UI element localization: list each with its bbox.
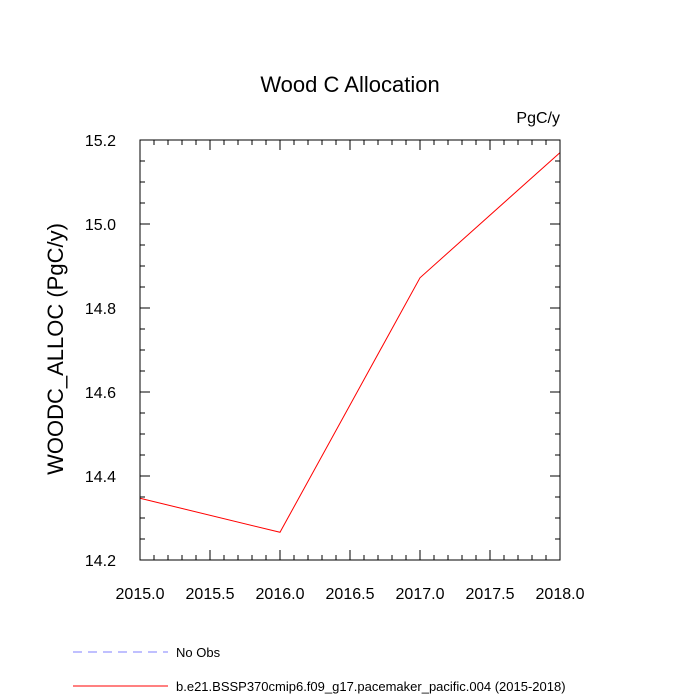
y-tick-label: 14.6 xyxy=(85,385,116,402)
x-tick-label: 2017.5 xyxy=(466,586,515,603)
plot-frame xyxy=(139,139,561,561)
series-line xyxy=(139,152,561,533)
x-tick-label: 2016.0 xyxy=(256,586,305,603)
y-tick-label: 15.0 xyxy=(85,217,116,234)
x-tick-label: 2018.0 xyxy=(536,586,585,603)
legend-label: b.e21.BSSP370cmip6.f09_g17.pacemaker_pac… xyxy=(176,679,566,694)
x-tick-label: 2016.5 xyxy=(326,586,375,603)
legend: No Obs b.e21.BSSP370cmip6.f09_g17.pacemak… xyxy=(73,645,566,694)
y-tick-label: 14.2 xyxy=(85,553,116,570)
chart-title: Wood C Allocation xyxy=(260,72,439,97)
tick-layer: 2015.0 2015.5 2016.0 2016.5 2017.0 2017.5 2018… xyxy=(85,133,585,603)
y-axis-label: WOODC_ALLOC (PgC/y) xyxy=(43,223,68,475)
x-tick-label: 2017.0 xyxy=(396,586,445,603)
x-tick-label: 2015.0 xyxy=(116,586,165,603)
y-tick-label: 14.4 xyxy=(85,469,116,486)
units-label: PgC/y xyxy=(516,110,560,127)
legend-label: No Obs xyxy=(176,645,221,660)
y-tick-label: 14.8 xyxy=(85,301,116,318)
x-tick-label: 2015.5 xyxy=(186,586,235,603)
series-layer xyxy=(139,152,561,533)
y-tick-label: 15.2 xyxy=(85,133,116,150)
